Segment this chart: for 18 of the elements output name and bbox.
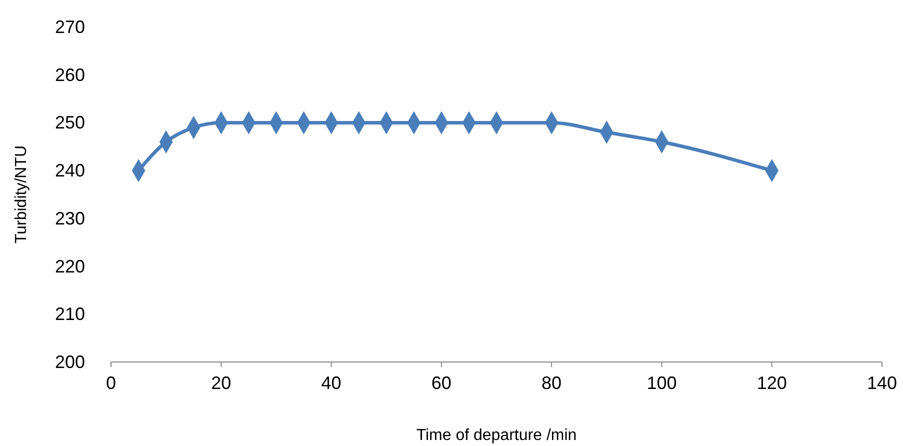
y-tick-label: 240 <box>54 160 85 181</box>
x-tick-label: 60 <box>431 373 452 393</box>
y-tick-label: 210 <box>54 304 85 324</box>
x-tick-label: 80 <box>542 373 562 393</box>
y-tick-label: 230 <box>54 208 85 228</box>
y-axis-title: Turbidity/NTU <box>13 145 30 244</box>
x-tick-label: 140 <box>866 373 898 393</box>
x-tick-label: 20 <box>211 373 232 393</box>
x-tick-label: 120 <box>756 373 787 393</box>
x-tick-label: 100 <box>646 373 677 393</box>
y-tick-label: 270 <box>54 17 85 37</box>
x-tick-label: 40 <box>321 373 342 393</box>
y-tick-label: 200 <box>54 352 85 372</box>
x-axis-title: Time of departure /min <box>416 427 577 444</box>
y-tick-label: 220 <box>54 256 85 276</box>
y-tick-label: 250 <box>54 112 85 133</box>
y-tick-label: 260 <box>54 64 85 85</box>
x-tick-label: 0 <box>106 373 116 393</box>
